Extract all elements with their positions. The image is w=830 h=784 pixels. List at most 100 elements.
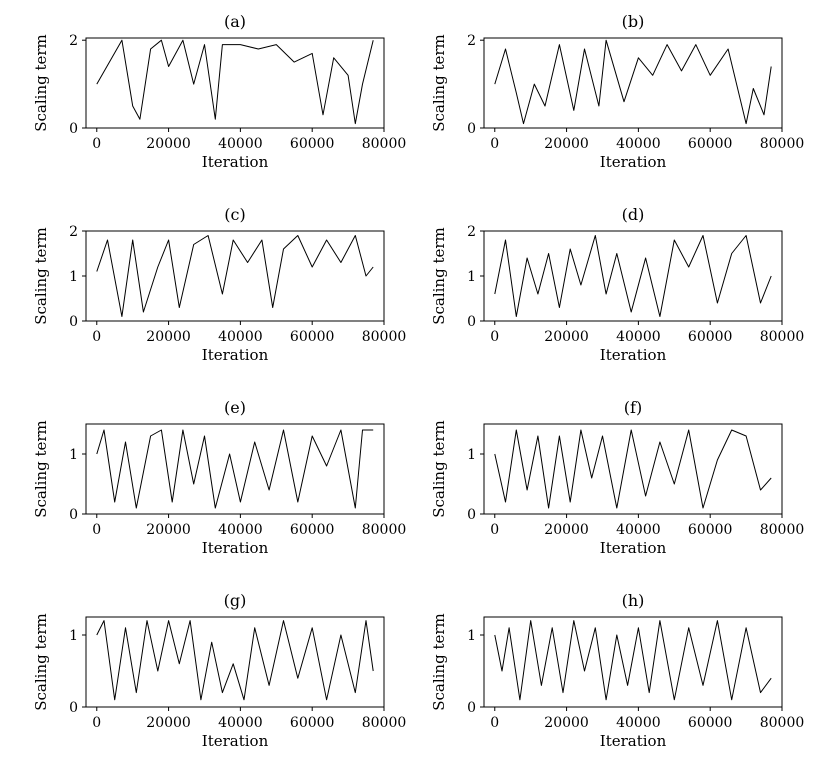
panel-0-x-tick-label-4: 80000 <box>362 136 407 152</box>
panel-4-y-tick-label-1: 1 <box>69 447 78 463</box>
panel-1-series-line-0 <box>494 39 772 125</box>
panel-0-axes-frame <box>85 37 385 129</box>
panel-0-y-tick-label-0: 0 <box>69 121 78 137</box>
panel-0-x-tick-label-0: 0 <box>92 136 101 152</box>
panel-3-x-tick-label-2: 40000 <box>616 329 661 345</box>
panel-3-y-tick-label-1: 1 <box>467 269 476 285</box>
panel-7-title: (h) <box>622 591 645 610</box>
panel-6-x-tick-label-2: 40000 <box>218 715 263 731</box>
panel-4-x-tick-label-4: 80000 <box>362 522 407 538</box>
panel-0-x-axis-label: Iteration <box>202 153 269 171</box>
panel-7-axes-frame <box>483 616 783 708</box>
panel-2-x-axis-label: Iteration <box>202 346 269 364</box>
panel-4-x-tick-label-0: 0 <box>92 522 101 538</box>
panel-0-y-tick-label-1: 2 <box>69 33 78 49</box>
panel-5-y-tick-label-0: 0 <box>467 507 476 523</box>
panel-4-series-line-0 <box>96 429 374 509</box>
panel-5-y-axis-label: Scaling term <box>430 420 448 518</box>
panel-5-x-axis-label: Iteration <box>600 539 667 557</box>
panel-0-x-tick-label-1: 20000 <box>146 136 191 152</box>
panel-1-title: (b) <box>622 12 645 31</box>
panel-3-x-axis-label: Iteration <box>600 346 667 364</box>
panel-7-x-tick-label-0: 0 <box>490 715 499 731</box>
panel-2-x-tick-label-2: 40000 <box>218 329 263 345</box>
panel-4-x-tick-label-3: 60000 <box>290 522 335 538</box>
panel-6-y-tick-label-0: 0 <box>69 700 78 716</box>
panel-1-y-tick-label-0: 0 <box>467 121 476 137</box>
panel-6-x-tick-label-4: 80000 <box>362 715 407 731</box>
panel-2-y-tick-label-1: 1 <box>69 269 78 285</box>
panel-1-axes-frame <box>483 37 783 129</box>
panel-6-series-line-0 <box>96 620 374 701</box>
panel-0-title: (a) <box>224 12 246 31</box>
panel-1-x-tick-label-4: 80000 <box>760 136 805 152</box>
panel-1-y-axis-label: Scaling term <box>430 34 448 132</box>
panel-1-x-axis-label: Iteration <box>600 153 667 171</box>
panel-3-y-tick-label-0: 0 <box>467 314 476 330</box>
panel-3-x-tick-label-0: 0 <box>490 329 499 345</box>
panel-6-x-tick-label-0: 0 <box>92 715 101 731</box>
panel-2-series-line-0 <box>96 235 374 317</box>
panel-1-y-tick-label-1: 2 <box>467 33 476 49</box>
panel-2-y-tick-label-0: 0 <box>69 314 78 330</box>
panel-4-y-tick-label-0: 0 <box>69 507 78 523</box>
panel-7-x-tick-label-2: 40000 <box>616 715 661 731</box>
panel-3-y-tick-label-2: 2 <box>467 224 476 240</box>
panel-7-series-line-0 <box>494 620 772 701</box>
panel-2-x-tick-label-0: 0 <box>92 329 101 345</box>
panel-6-x-tick-label-1: 20000 <box>146 715 191 731</box>
panel-2-axes-frame <box>85 230 385 322</box>
panel-3-title: (d) <box>622 205 645 224</box>
panel-2-x-tick-label-1: 20000 <box>146 329 191 345</box>
panel-5-x-tick-label-3: 60000 <box>688 522 733 538</box>
panel-5-x-tick-label-2: 40000 <box>616 522 661 538</box>
panel-1-x-tick-label-3: 60000 <box>688 136 733 152</box>
panel-5-y-tick-label-1: 1 <box>467 447 476 463</box>
panel-4-axes-frame <box>85 423 385 515</box>
panel-7-x-tick-label-4: 80000 <box>760 715 805 731</box>
panel-3-series-line-0 <box>494 235 772 317</box>
panel-4-x-axis-label: Iteration <box>202 539 269 557</box>
panel-4-y-axis-label: Scaling term <box>32 420 50 518</box>
panel-2-y-tick-label-2: 2 <box>69 224 78 240</box>
panel-3-x-tick-label-4: 80000 <box>760 329 805 345</box>
panel-6-axes-frame <box>85 616 385 708</box>
panel-7-x-tick-label-3: 60000 <box>688 715 733 731</box>
panel-3-x-tick-label-1: 20000 <box>544 329 589 345</box>
panel-5-axes-frame <box>483 423 783 515</box>
panel-0-x-tick-label-2: 40000 <box>218 136 263 152</box>
panel-6-x-tick-label-3: 60000 <box>290 715 335 731</box>
panel-1-x-tick-label-0: 0 <box>490 136 499 152</box>
panel-4-x-tick-label-2: 40000 <box>218 522 263 538</box>
panel-5-series-line-0 <box>494 429 772 509</box>
panel-5-x-tick-label-4: 80000 <box>760 522 805 538</box>
panel-6-y-axis-label: Scaling term <box>32 613 50 711</box>
panel-2-x-tick-label-3: 60000 <box>290 329 335 345</box>
panel-4-x-tick-label-1: 20000 <box>146 522 191 538</box>
panel-6-title: (g) <box>224 591 247 610</box>
panel-7-y-tick-label-0: 0 <box>467 700 476 716</box>
panel-3-axes-frame <box>483 230 783 322</box>
panel-7-y-axis-label: Scaling term <box>430 613 448 711</box>
panel-0-x-tick-label-3: 60000 <box>290 136 335 152</box>
panel-1-x-tick-label-2: 40000 <box>616 136 661 152</box>
panel-5-title: (f) <box>624 398 642 417</box>
panel-7-y-tick-label-1: 1 <box>467 628 476 644</box>
panel-2-x-tick-label-4: 80000 <box>362 329 407 345</box>
panel-3-x-tick-label-3: 60000 <box>688 329 733 345</box>
panel-3-y-axis-label: Scaling term <box>430 227 448 325</box>
panel-0-y-axis-label: Scaling term <box>32 34 50 132</box>
panel-0-series-line-0 <box>96 39 374 125</box>
panel-4-title: (e) <box>224 398 246 417</box>
panel-5-x-tick-label-1: 20000 <box>544 522 589 538</box>
panel-7-x-axis-label: Iteration <box>600 732 667 750</box>
panel-2-title: (c) <box>224 205 245 224</box>
panel-6-x-axis-label: Iteration <box>202 732 269 750</box>
panel-1-x-tick-label-1: 20000 <box>544 136 589 152</box>
panel-6-y-tick-label-1: 1 <box>69 628 78 644</box>
panel-7-x-tick-label-1: 20000 <box>544 715 589 731</box>
panel-5-x-tick-label-0: 0 <box>490 522 499 538</box>
panel-2-y-axis-label: Scaling term <box>32 227 50 325</box>
